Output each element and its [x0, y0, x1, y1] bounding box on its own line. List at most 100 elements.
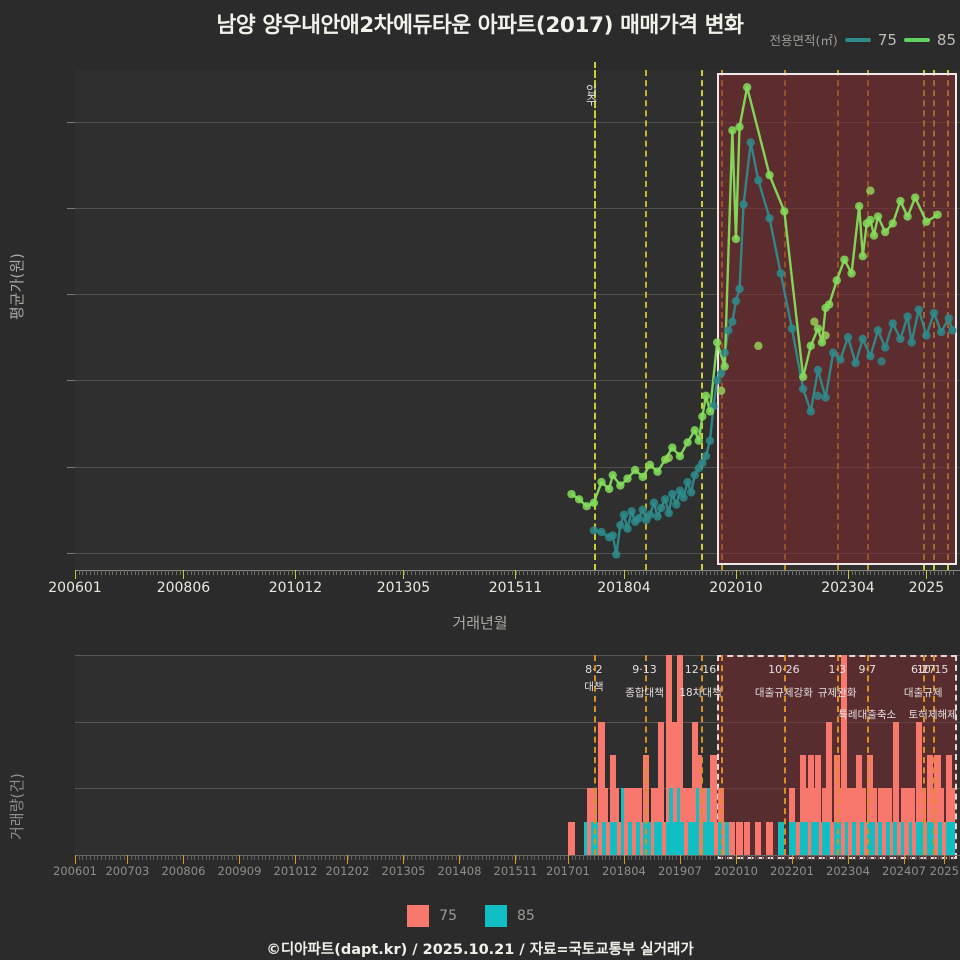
volume-bar-75[interactable]: [912, 821, 919, 855]
data-point[interactable]: [754, 176, 763, 185]
data-point[interactable]: [675, 486, 685, 495]
data-point[interactable]: [735, 122, 744, 132]
data-point[interactable]: [664, 508, 673, 518]
data-point[interactable]: [903, 312, 912, 321]
data-point[interactable]: [686, 488, 696, 497]
data-point[interactable]: [765, 170, 774, 180]
volume-bar-75[interactable]: [680, 788, 687, 822]
data-point[interactable]: [948, 326, 957, 335]
volume-bar-85[interactable]: [658, 821, 665, 855]
volume-bar-75[interactable]: [617, 821, 624, 855]
data-point[interactable]: [922, 217, 931, 226]
volume-bar-75[interactable]: [893, 721, 900, 822]
volume-bar-75[interactable]: [602, 788, 609, 822]
volume-bar-75[interactable]: [736, 821, 743, 855]
outlier-point[interactable]: [813, 391, 823, 401]
volume-bar-75[interactable]: [673, 721, 680, 822]
data-point[interactable]: [612, 550, 621, 559]
volume-bar-75[interactable]: [949, 788, 956, 822]
volume-bar-75[interactable]: [915, 721, 922, 822]
volume-bar-85[interactable]: [665, 821, 672, 855]
outlier-point[interactable]: [716, 386, 726, 395]
volume-bar-75[interactable]: [848, 788, 855, 855]
volume-bar-75[interactable]: [833, 755, 840, 822]
data-point[interactable]: [873, 212, 883, 221]
volume-bar-75[interactable]: [650, 788, 658, 855]
volume-bar-85[interactable]: [859, 821, 866, 855]
volume-bar-85[interactable]: [613, 821, 620, 855]
data-point[interactable]: [944, 314, 953, 323]
volume-bar-75[interactable]: [942, 821, 949, 855]
outlier-point[interactable]: [664, 453, 673, 463]
data-point[interactable]: [653, 512, 662, 521]
volume-bar-85[interactable]: [814, 821, 822, 855]
data-point[interactable]: [589, 526, 599, 535]
data-point[interactable]: [869, 231, 879, 240]
volume-bar-75[interactable]: [691, 721, 698, 822]
data-point[interactable]: [851, 358, 860, 368]
volume-bar-75[interactable]: [923, 821, 930, 855]
volume-bar-75[interactable]: [688, 788, 695, 822]
data-point[interactable]: [597, 527, 606, 537]
data-point[interactable]: [866, 215, 875, 225]
volume-bar-85[interactable]: [777, 821, 784, 855]
data-point[interactable]: [728, 317, 737, 326]
volume-bar-75[interactable]: [822, 788, 829, 822]
data-point[interactable]: [910, 193, 920, 202]
volume-bar-75[interactable]: [639, 821, 646, 855]
volume-bar-75[interactable]: [803, 788, 810, 822]
volume-bar-75[interactable]: [900, 788, 908, 822]
data-point[interactable]: [896, 334, 905, 344]
volume-bar-85[interactable]: [710, 821, 717, 855]
data-point[interactable]: [896, 196, 905, 206]
outlier-point[interactable]: [877, 357, 886, 366]
volume-bar-75[interactable]: [938, 788, 945, 822]
volume-bar-85[interactable]: [803, 821, 810, 855]
data-point[interactable]: [936, 327, 946, 337]
volume-bar-85[interactable]: [800, 821, 807, 855]
data-point[interactable]: [873, 326, 883, 335]
volume-bar-75[interactable]: [598, 721, 605, 855]
volume-bar-75[interactable]: [814, 755, 822, 822]
volume-bar-75[interactable]: [830, 821, 837, 855]
volume-bar-75[interactable]: [669, 721, 676, 789]
data-point[interactable]: [668, 489, 677, 499]
data-point[interactable]: [645, 510, 655, 520]
volume-bar-75[interactable]: [908, 788, 915, 822]
volume-bar-85[interactable]: [695, 788, 702, 855]
data-point[interactable]: [728, 126, 737, 135]
data-point[interactable]: [634, 514, 643, 523]
volume-bar-75[interactable]: [635, 788, 642, 822]
volume-bar-75[interactable]: [695, 755, 702, 789]
volume-bar-75[interactable]: [684, 788, 691, 855]
volume-bar-85[interactable]: [669, 788, 676, 855]
volume-bar-75[interactable]: [904, 788, 911, 855]
data-point[interactable]: [616, 481, 625, 490]
volume-bar-85[interactable]: [945, 821, 952, 855]
volume-bar-75[interactable]: [863, 821, 870, 855]
data-point[interactable]: [914, 305, 923, 314]
data-point[interactable]: [806, 341, 815, 351]
outlier-point[interactable]: [810, 317, 819, 326]
data-point[interactable]: [630, 465, 640, 475]
data-point[interactable]: [623, 474, 632, 483]
volume-bar-75[interactable]: [721, 821, 728, 855]
volume-bar-75[interactable]: [676, 655, 684, 789]
volume-bar-75[interactable]: [624, 788, 631, 855]
volume-bar-85[interactable]: [792, 821, 799, 855]
volume-bar-85[interactable]: [676, 788, 684, 855]
data-point[interactable]: [683, 438, 692, 447]
data-point[interactable]: [638, 472, 647, 482]
data-point[interactable]: [701, 452, 711, 461]
data-point[interactable]: [668, 443, 677, 452]
data-point[interactable]: [705, 436, 715, 445]
volume-bar-75[interactable]: [628, 788, 635, 822]
volume-bar-85[interactable]: [706, 788, 714, 855]
volume-bar-85[interactable]: [609, 821, 616, 855]
volume-bar-75[interactable]: [867, 755, 874, 822]
data-point[interactable]: [840, 255, 849, 264]
data-point[interactable]: [746, 138, 755, 147]
data-point[interactable]: [574, 495, 584, 504]
volume-bar-85[interactable]: [938, 821, 945, 855]
volume-bar-75[interactable]: [874, 821, 882, 855]
